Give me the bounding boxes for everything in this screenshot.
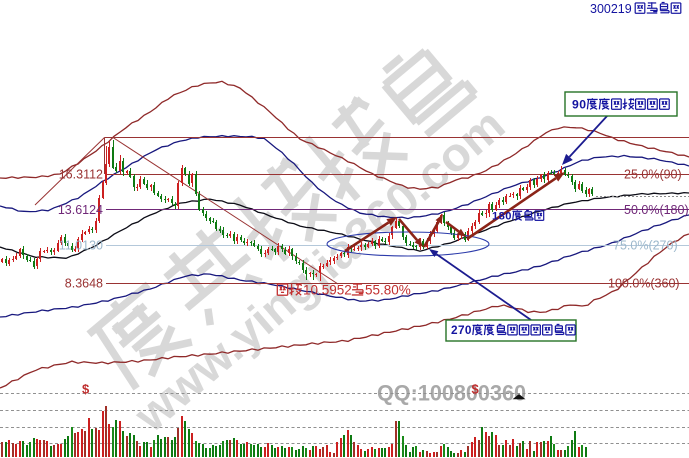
svg-text:75.0%(270): 75.0%(270) [613, 239, 678, 253]
svg-text:$: $ [82, 382, 90, 397]
svg-text:50.0%(180): 50.0%(180) [624, 203, 689, 217]
svg-text:13.6124: 13.6124 [58, 203, 103, 217]
svg-text:2: 2 [451, 323, 458, 337]
svg-text:1: 1 [492, 211, 498, 223]
svg-text:0: 0 [505, 211, 511, 223]
svg-text:11.0130: 11.0130 [59, 239, 103, 253]
svg-text:10.5952: 10.5952 [303, 283, 352, 298]
svg-text:0: 0 [465, 323, 472, 337]
svg-text:$: $ [472, 382, 480, 397]
svg-text:8: 8 [499, 211, 505, 223]
svg-text:16.3112: 16.3112 [59, 168, 103, 182]
svg-text:0: 0 [579, 98, 586, 112]
svg-text:9: 9 [572, 98, 579, 112]
svg-text:55.80%: 55.80% [365, 283, 411, 298]
svg-text:25.0%(90): 25.0%(90) [624, 168, 682, 182]
svg-text:100.0%(360): 100.0%(360) [608, 277, 680, 291]
svg-text:300219: 300219 [590, 2, 632, 16]
svg-text:7: 7 [458, 323, 465, 337]
svg-text:8.3648: 8.3648 [65, 277, 103, 291]
